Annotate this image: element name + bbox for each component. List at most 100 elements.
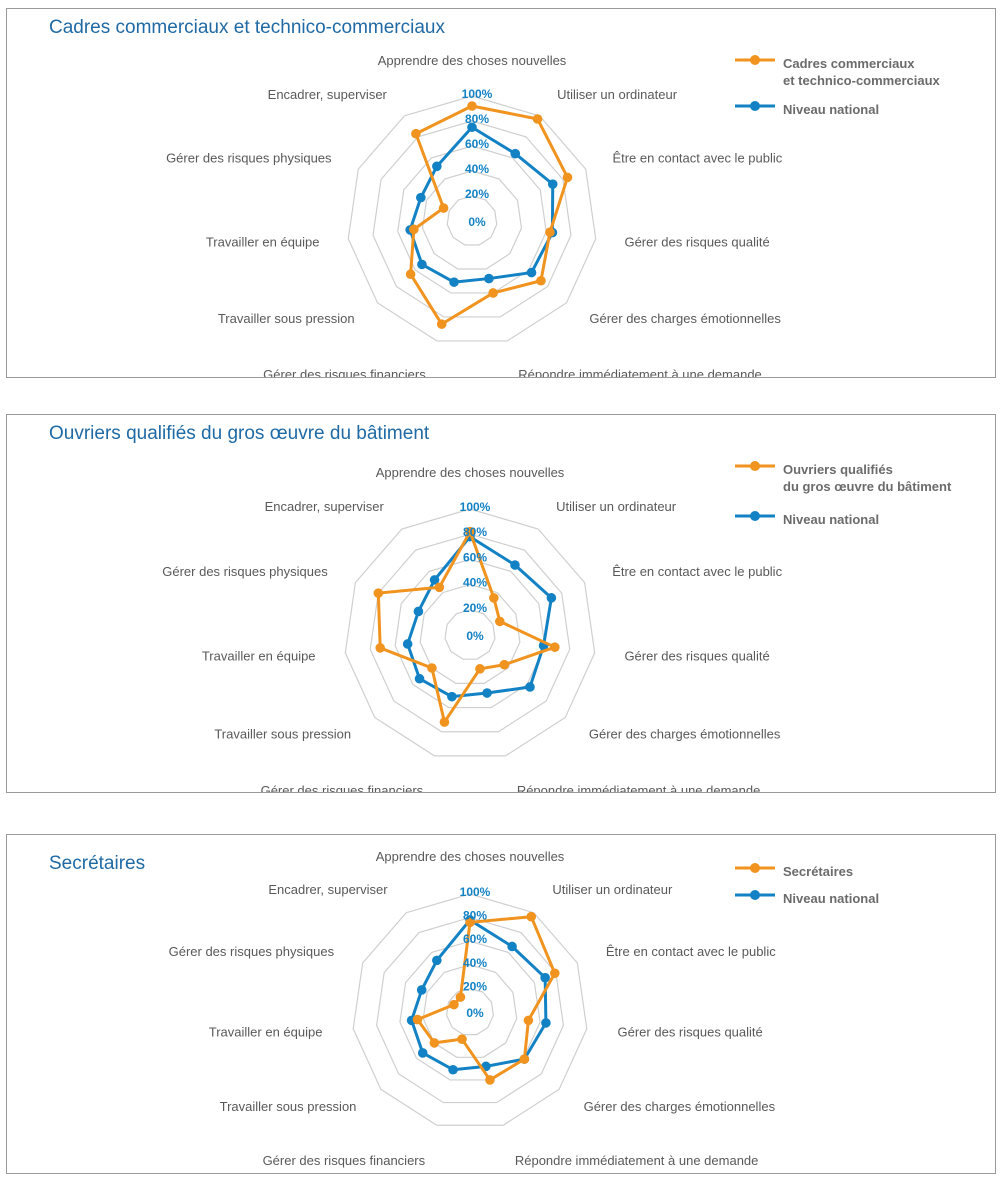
data-point <box>484 273 494 284</box>
chart-title: Ouvriers qualifiés du gros œuvre du bâti… <box>49 423 430 444</box>
data-point <box>413 606 424 617</box>
data-point <box>432 955 442 966</box>
data-point <box>526 267 537 278</box>
axis-label: Répondre immédiatement à une demande <box>515 1153 759 1168</box>
series-line <box>406 535 553 699</box>
data-point <box>449 277 459 287</box>
legend-label-primary: Ouvriers qualifiés du gros œuvre du bâti… <box>783 462 952 494</box>
grid-ring <box>446 195 498 246</box>
data-point <box>409 224 419 235</box>
legend-label-primary: Cadres commerciaux et technico-commercia… <box>783 56 940 88</box>
data-point <box>523 1015 534 1026</box>
grid-ring <box>352 893 588 1126</box>
data-point <box>467 101 477 111</box>
axis-label: Gérer des risques financiers <box>263 367 426 377</box>
axis-label: Travailler sous pression <box>220 1099 357 1114</box>
data-point <box>436 319 447 329</box>
axis-label: Répondre immédiatement à une demande <box>517 783 761 792</box>
series-0 <box>373 526 560 727</box>
axis-label: Utiliser un ordinateur <box>556 499 677 514</box>
axis-label: Être en contact avec le public <box>606 944 776 959</box>
grid-ring <box>344 508 596 757</box>
data-point <box>411 128 421 139</box>
tick-label: 80% <box>465 112 489 126</box>
data-point <box>373 588 384 598</box>
axis-label: Utiliser un ordinateur <box>557 87 678 102</box>
data-point <box>510 148 521 159</box>
axis-label: Gérer des risques physiques <box>166 151 332 166</box>
tick-label: 0% <box>468 215 486 229</box>
chart-panel-cadres: Cadres commerciaux et technico-commercia… <box>6 8 996 378</box>
axis-label: Apprendre des choses nouvelles <box>376 849 565 864</box>
axis-label: Gérer des charges émotionnelles <box>584 1099 776 1114</box>
tick-labels: 0% 20% 40% 60% 80% 100% <box>460 885 491 1020</box>
data-point <box>540 972 550 983</box>
axis-label: Gérer des risques qualité <box>618 1025 763 1040</box>
grid-ring <box>394 558 546 709</box>
tick-labels: 0% 20% 40% 60% 80% 100% <box>462 87 493 229</box>
grid <box>352 893 588 1126</box>
axis-label: Gérer des risques physiques <box>162 564 328 579</box>
data-point <box>432 161 442 172</box>
legend-label-national: Niveau national <box>783 891 880 906</box>
series-0 <box>405 101 573 329</box>
data-point <box>439 717 450 727</box>
grid-ring <box>369 533 571 733</box>
data-point <box>417 1048 428 1058</box>
data-point <box>416 985 427 995</box>
tick-labels: 0% 20% 40% 60% 80% 100% <box>460 500 491 643</box>
data-point <box>405 269 416 280</box>
axis-label: Encadrer, superviser <box>268 87 388 102</box>
tick-label: 60% <box>463 550 487 564</box>
radar-chart-cadres: 0%20%40%60%80%100%Apprendre des choses n… <box>166 53 783 377</box>
data-point <box>447 691 457 702</box>
legend-swatch-orange <box>735 461 775 471</box>
grid-ring <box>444 609 496 660</box>
series-line <box>408 125 555 284</box>
series-line <box>410 918 548 1072</box>
data-point <box>475 664 485 674</box>
data-point <box>510 560 520 570</box>
data-point <box>457 1034 467 1044</box>
tick-label: 0% <box>466 629 484 643</box>
tick-label: 20% <box>463 601 487 615</box>
chart-title: Secrétaires <box>49 853 146 874</box>
data-point <box>489 593 499 603</box>
series-1 <box>402 531 557 702</box>
data-point <box>549 968 560 979</box>
data-point <box>536 275 546 286</box>
data-point <box>488 288 498 298</box>
data-point <box>550 642 560 652</box>
series-0 <box>412 911 560 1085</box>
grid-ring <box>372 120 572 318</box>
legend-swatch-blue <box>735 511 775 521</box>
series-line <box>409 104 570 326</box>
tick-label: 40% <box>465 162 489 176</box>
series-1 <box>406 915 551 1075</box>
data-point <box>546 593 557 603</box>
data-point <box>449 999 459 1010</box>
grid-ring <box>421 170 523 270</box>
data-point <box>532 114 543 124</box>
legend-swatch-orange <box>735 55 775 65</box>
axis-label: Répondre immédiatement à une demande <box>518 367 762 377</box>
axis-label: Apprendre des choses nouvelles <box>376 465 565 480</box>
tick-label: 80% <box>463 525 487 539</box>
axis-label: Travailler en équipe <box>206 234 320 249</box>
data-point <box>438 203 449 213</box>
grid-ring <box>397 145 547 294</box>
grid-ring <box>399 940 541 1081</box>
axis-label: Gérer des risques qualité <box>624 234 769 249</box>
tick-label: 20% <box>465 187 489 201</box>
data-point <box>485 1075 495 1085</box>
axis-label: Gérer des risques financiers <box>261 783 424 792</box>
axis-label: Gérer des risques physiques <box>169 944 335 959</box>
axis-labels: Apprendre des choses nouvelles Utiliser u… <box>162 465 782 792</box>
tick-label: 100% <box>460 885 491 899</box>
data-point <box>429 1038 440 1048</box>
chart-panel-ouvriers: Ouvriers qualifiés du gros œuvre du bâti… <box>6 414 996 793</box>
axis-label: Gérer des risques financiers <box>263 1153 426 1168</box>
data-point <box>417 259 427 270</box>
axis-label: Travailler sous pression <box>214 727 351 742</box>
axis-label: Être en contact avec le public <box>612 564 782 579</box>
